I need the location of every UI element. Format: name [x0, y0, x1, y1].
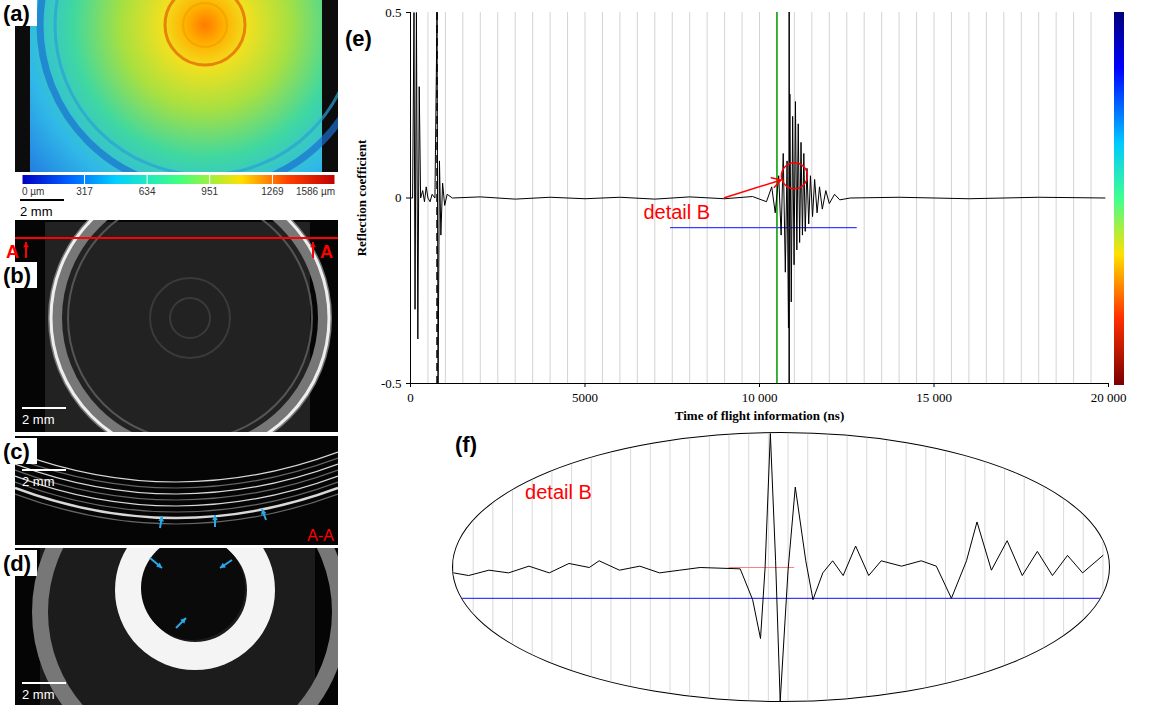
- svg-text:-0.5: -0.5: [381, 376, 402, 391]
- svg-text:317: 317: [76, 186, 93, 197]
- svg-text:(d): (d): [3, 551, 31, 576]
- svg-text:(a): (a): [3, 1, 30, 26]
- svg-text:0: 0: [395, 190, 402, 205]
- svg-text:1269: 1269: [261, 186, 284, 197]
- svg-text:Time of flight information (ns: Time of flight information (ns): [675, 408, 844, 423]
- svg-text:10 000: 10 000: [742, 390, 778, 405]
- svg-text:A: A: [6, 242, 19, 262]
- svg-text:1586 µm: 1586 µm: [296, 186, 335, 197]
- html-text:(f): (f): [455, 432, 477, 457]
- svg-text:(b): (b): [3, 263, 31, 288]
- svg-text:15 000: 15 000: [916, 390, 952, 405]
- html-text:(e): (e): [345, 26, 372, 51]
- svg-text:951: 951: [201, 186, 218, 197]
- svg-text:0.5: 0.5: [385, 5, 401, 20]
- svg-text:detail B: detail B: [643, 201, 710, 223]
- svg-text:2 mm: 2 mm: [20, 204, 53, 219]
- svg-text:634: 634: [139, 186, 156, 197]
- svg-text:detail B: detail B: [525, 481, 592, 503]
- svg-text:(c): (c): [3, 439, 30, 464]
- svg-text:5000: 5000: [572, 390, 598, 405]
- svg-text:Reflection coefficient: Reflection coefficient: [354, 139, 369, 256]
- svg-text:A: A: [320, 242, 333, 262]
- svg-text:0: 0: [407, 390, 414, 405]
- svg-text:A-A: A-A: [307, 527, 334, 544]
- svg-text:2 mm: 2 mm: [22, 474, 55, 489]
- svg-text:2 mm: 2 mm: [22, 412, 55, 427]
- svg-text:20 000: 20 000: [1091, 390, 1127, 405]
- svg-text:2 mm: 2 mm: [22, 687, 55, 702]
- svg-text:0 µm: 0 µm: [22, 186, 44, 197]
